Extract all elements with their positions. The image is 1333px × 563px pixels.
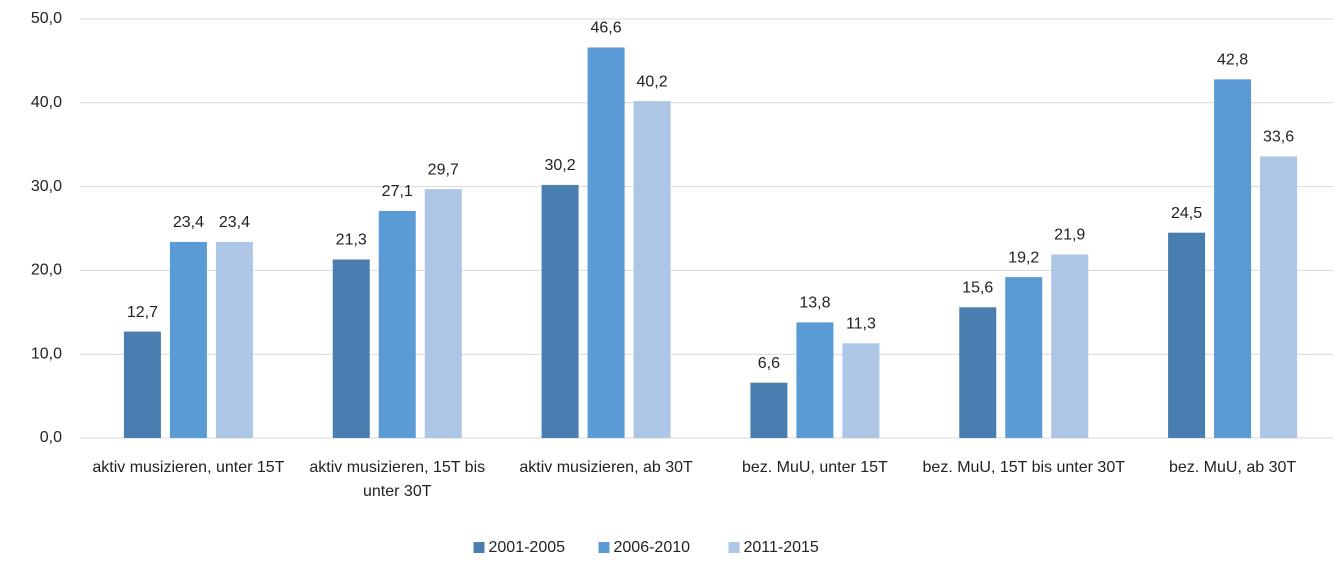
data-label: 27,1 — [382, 183, 413, 200]
data-label: 11,3 — [846, 316, 876, 333]
data-label: 46,6 — [591, 20, 622, 37]
x-tick-label: bez. MuU, 15T bis unter 30T — [922, 459, 1125, 476]
data-label: 12,7 — [127, 304, 158, 321]
data-label: 23,4 — [219, 214, 250, 231]
y-tick-label: 10,0 — [31, 345, 62, 362]
bar — [842, 343, 880, 438]
bar — [123, 331, 161, 438]
bar — [332, 259, 370, 438]
data-label: 6,6 — [758, 355, 780, 372]
data-label: 24,5 — [1171, 205, 1202, 222]
bar — [1168, 232, 1206, 438]
x-tick-label: aktiv musizieren, ab 30T — [519, 459, 693, 476]
legend-label: 2011-2015 — [744, 539, 819, 556]
y-tick-label: 30,0 — [31, 178, 62, 195]
data-label: 15,6 — [962, 279, 993, 296]
legend-swatch — [473, 542, 485, 553]
bar — [215, 241, 253, 438]
x-tick-label: bez. MuU, unter 15T — [741, 459, 888, 476]
legend-label: 2001-2005 — [489, 539, 566, 556]
data-label: 42,8 — [1217, 52, 1248, 69]
data-label: 33,6 — [1263, 129, 1294, 146]
bar — [587, 47, 625, 438]
bar — [424, 189, 462, 438]
bar — [796, 322, 834, 438]
legend-swatch — [598, 542, 610, 553]
bar — [1260, 156, 1298, 438]
data-label: 29,7 — [428, 161, 459, 178]
x-tick-label: bez. MuU, ab 30T — [1168, 459, 1297, 476]
y-tick-label: 20,0 — [31, 262, 62, 279]
bar — [169, 241, 207, 438]
x-tick-label: aktiv musizieren, 15T bis unter 30T — [309, 459, 486, 500]
y-tick-label: 50,0 — [31, 10, 62, 27]
bar — [378, 210, 416, 438]
y-tick-label: 40,0 — [31, 94, 62, 111]
legend-label: 2006-2010 — [614, 539, 691, 556]
bar — [750, 382, 788, 438]
data-label: 21,9 — [1054, 227, 1085, 244]
bar — [1214, 79, 1252, 438]
x-tick-label: aktiv musizieren, unter 15T — [92, 459, 285, 476]
data-label: 19,2 — [1008, 249, 1039, 266]
bar — [633, 101, 671, 439]
bar — [541, 184, 579, 438]
bar — [1005, 277, 1043, 438]
data-label: 40,2 — [637, 73, 668, 90]
data-label: 23,4 — [173, 214, 204, 231]
bar — [959, 307, 997, 438]
data-label: 13,8 — [799, 295, 830, 312]
data-label: 21,3 — [336, 232, 367, 249]
legend-swatch — [728, 542, 740, 553]
y-tick-label: 0,0 — [40, 429, 62, 446]
bar — [1051, 254, 1089, 438]
data-label: 30,2 — [545, 157, 576, 174]
